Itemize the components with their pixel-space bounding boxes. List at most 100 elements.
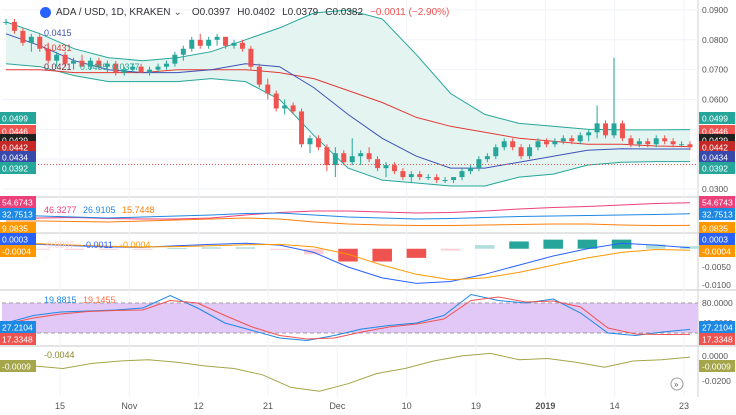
candle-body [518,147,524,157]
x-tick-label: Dec [329,401,346,411]
change-value: −0.0011 (−2.90%) [370,6,450,18]
double-chevron-right-icon: » [674,380,679,389]
candle-body [679,144,685,146]
candle [290,102,296,115]
candle-body [315,138,321,148]
stoch-d-line [5,296,691,340]
candle [434,174,440,184]
candle-body [636,141,642,145]
candle [653,135,659,148]
candle [248,45,254,70]
candle-body [493,147,499,157]
price-badge-text: 0.0442 [702,143,728,153]
candle-body [155,66,161,70]
x-tick-label: 21 [263,401,273,411]
candle-body [180,48,186,55]
candle-body [87,60,93,67]
candle-body [670,141,676,145]
macd-histogram-bar [64,248,85,250]
scroll-right-button[interactable]: » [670,377,684,391]
candle [375,156,381,172]
candle-body [391,165,397,172]
candle [391,162,397,175]
macd-histogram-bar [475,245,495,249]
candle-body [586,132,592,136]
candle-body [383,165,389,169]
high-label: H [237,6,245,18]
bb-legend-value: 0.0415 [44,28,72,38]
candle [662,135,668,145]
candle-body [603,123,609,136]
x-tick-label: Nov [121,401,138,411]
candle-body [273,93,279,109]
candle-body [459,171,465,178]
candle [383,162,389,178]
candle [679,141,685,148]
candle-body [687,144,693,148]
left-axis-badge-box [0,360,36,372]
left-axis-badge-box [0,112,36,124]
symbol-icon [40,6,51,18]
candle-body [527,147,533,157]
candle-body [290,105,296,112]
candle-body [189,39,195,49]
macd-histogram-bar [338,248,358,262]
left-axis-badge-box [0,222,36,234]
candle-body [62,54,68,64]
left-axis-badge: 0.0434 [0,151,36,163]
price-tick-label: 0.0900 [702,5,728,15]
candle [113,60,119,76]
bollinger-upper-line [5,9,691,131]
candle-body [96,60,102,67]
bb-legend-value: 0.0431 [44,43,72,53]
dmi-badge-box [699,196,735,208]
macd-histogram-bar [304,248,324,255]
price-badge-text: 0.0446 [702,127,728,137]
macd-histogram-bar [98,248,119,250]
symbol-label[interactable]: ADA / USD, 1D, KRAKEN [56,6,171,18]
chevron-down-icon[interactable]: ⌄ [173,6,182,18]
price-badge-box [699,112,735,124]
dmi-badge-box [699,208,735,220]
candle-body [138,66,144,73]
macd-legend-value: -0.0004 [120,240,151,250]
candle [155,63,161,73]
stoch-badge-box [699,321,735,333]
candle-body [113,63,119,73]
candle-body [569,138,575,142]
candle [569,135,575,145]
left-axis-badge-box [0,233,36,245]
dmi-legend-value: 26.9105 [83,205,116,215]
x-tick-label: 23 [679,401,689,411]
candle [560,135,566,145]
dmi-badge-text: 32.7513 [702,210,733,220]
candle-body [425,177,431,179]
candle-body [11,21,17,31]
macd-badge-text: -0.0004 [702,247,731,257]
dmi-line-3 [6,217,691,227]
left-axis-badge-text: 27.2104 [2,323,33,333]
candle [138,63,144,73]
macd-signal-line [5,241,691,281]
candle [324,144,330,172]
candle [527,144,533,160]
candle [366,147,372,163]
candle [408,171,414,184]
candle-body [248,48,254,67]
stoch-badge-box [699,333,735,345]
stoch-badge-text: 27.2104 [702,323,733,333]
candle-body [307,138,313,145]
candle-body [28,36,34,43]
candle-body [628,138,634,145]
macd-histogram-bar [235,247,256,249]
left-axis-badge: 0.0499 [0,112,36,124]
price-tick-label: 0.0300 [702,184,728,194]
macd-histogram-bar [646,244,666,249]
candle [231,39,237,49]
macd-tick-label: -0.0050 [702,262,731,272]
candle [299,108,305,148]
candle [636,138,642,148]
left-axis-badge-text: 17.3348 [2,335,33,345]
left-axis-badge: -0.0004 [0,245,36,257]
